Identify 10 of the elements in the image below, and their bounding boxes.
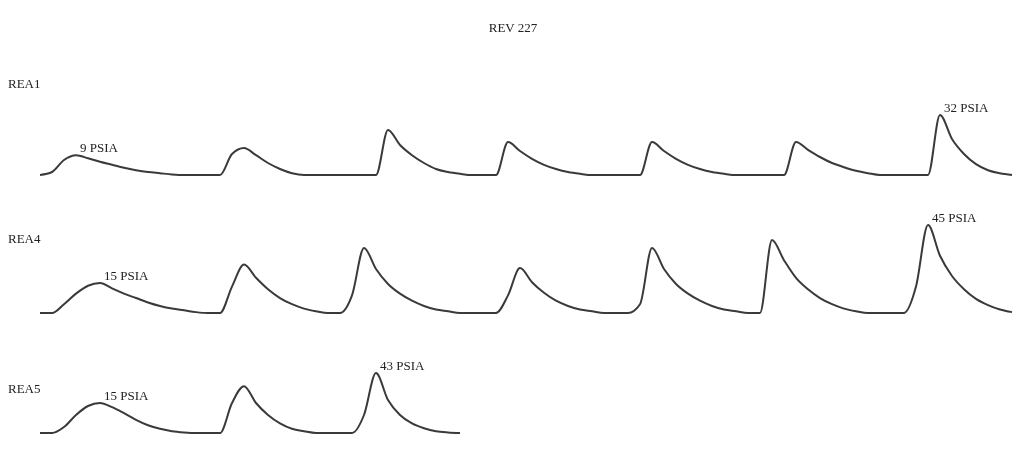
y-axis-title: REA5 bbox=[8, 381, 41, 396]
y-axis-title: REA4 bbox=[8, 231, 41, 246]
annotation: 15 PSIA bbox=[104, 268, 150, 284]
annotation: 32 PSIA bbox=[944, 100, 990, 115]
y-axis-title: REA1 bbox=[8, 76, 41, 91]
annotation: 9 PSIA bbox=[80, 140, 119, 156]
annotation: 45 PSIA bbox=[932, 210, 978, 225]
annotation: 43 PSIA bbox=[380, 358, 426, 373]
chart-title: REV 227 bbox=[488, 20, 538, 35]
annotation: 15 PSIA bbox=[104, 388, 150, 403]
